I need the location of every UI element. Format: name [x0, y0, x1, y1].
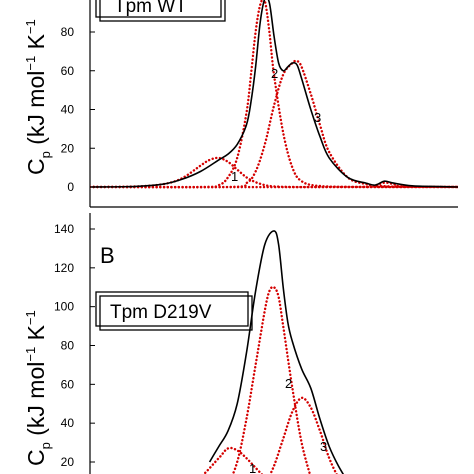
- panel-a-y-axis-label: Cp (kJ mol−1 K−1: [23, 19, 53, 175]
- panel-a-peak-label-1: 1: [231, 169, 238, 184]
- panel-a-legend-box: Tpm WT: [95, 0, 226, 22]
- panel-b-ylabel-c: C: [23, 449, 49, 466]
- panel-a-legend-label: Tpm WT: [114, 0, 187, 17]
- panel-a-peak-label-3: 3: [314, 110, 321, 125]
- panel-b-y-tick-label: 40: [61, 416, 75, 430]
- panel-b-ylabel-sup2: −1: [23, 310, 38, 325]
- panel-b-fitted-component-curve: [202, 446, 264, 474]
- panel-b-y-tick-label: 140: [54, 222, 74, 236]
- panel-a-fitted-component-curve: [90, 0, 458, 189]
- panel-b-fitted-component-curve: [269, 396, 338, 474]
- panel-a-peak-label-2: 2: [271, 66, 278, 81]
- panel-b-ylabel-sup1: −1: [23, 347, 38, 362]
- panel-a-ylabel-sup1: −1: [23, 56, 38, 71]
- panel-b-peak-label-1: 1: [249, 461, 256, 474]
- panel-b-y-tick-label: 100: [54, 300, 74, 314]
- panel-a-y-tick-label: 80: [61, 25, 75, 39]
- panel-b-experimental-curve: [208, 230, 345, 474]
- panel-b-y-axis-label: Cp (kJ mol−1 K−1: [23, 310, 53, 466]
- panel-b-ylabel-units: (kJ mol: [23, 362, 49, 443]
- panel-a-ylabel-k: K: [23, 33, 49, 55]
- panel-a-y-tick-label: 0: [67, 180, 74, 194]
- panel-b-peak-label-3: 3: [320, 439, 327, 454]
- panel-a-ylabel-sub: p: [38, 151, 53, 158]
- panel-a-experimental-curve: [90, 0, 458, 188]
- panel-b-ylabel-k: K: [23, 324, 49, 346]
- panel-b-y-tick-label: 60: [61, 377, 75, 391]
- panel-b-y-tick-label: 120: [54, 261, 74, 275]
- panel-a-y-tick-label: 40: [61, 103, 75, 117]
- panel-a-ylabel-units: (kJ mol: [23, 71, 49, 152]
- panel-b: 20 40 60 80 100 120 140 B Tpm D219V 1 2 3 Cp (…: [23, 213, 345, 474]
- panel-b-legend-box: Tpm D219V: [95, 291, 253, 331]
- panel-b-series: [202, 230, 345, 474]
- panel-a-series: [90, 0, 458, 189]
- panel-b-ylabel-sub: p: [38, 442, 53, 449]
- panel-a-ylabel-c: C: [23, 158, 49, 175]
- panel-b-letter: B: [100, 243, 115, 268]
- panel-b-legend-label: Tpm D219V: [110, 302, 212, 323]
- panel-a-y-ticks: 0 20 40 60 80: [61, 25, 95, 194]
- panel-b-peak-label-2: 2: [285, 376, 292, 391]
- panel-b-y-ticks: 20 40 60 80 100 120 140: [54, 222, 95, 469]
- svg-text:Cp (kJ mol−1 K−1: Cp (kJ mol−1 K−1: [23, 310, 53, 466]
- panel-a-y-tick-label: 60: [61, 64, 75, 78]
- panel-b-fitted-component-curve: [231, 285, 312, 474]
- panel-b-y-tick-label: 20: [61, 455, 75, 469]
- panel-a-fitted-component-curve: [90, 156, 458, 189]
- panel-a-y-tick-label: 20: [61, 141, 75, 155]
- panel-b-y-tick-label: 80: [61, 339, 75, 353]
- panel-a-ylabel-sup2: −1: [23, 19, 38, 34]
- svg-text:Cp (kJ mol−1 K−1: Cp (kJ mol−1 K−1: [23, 19, 53, 175]
